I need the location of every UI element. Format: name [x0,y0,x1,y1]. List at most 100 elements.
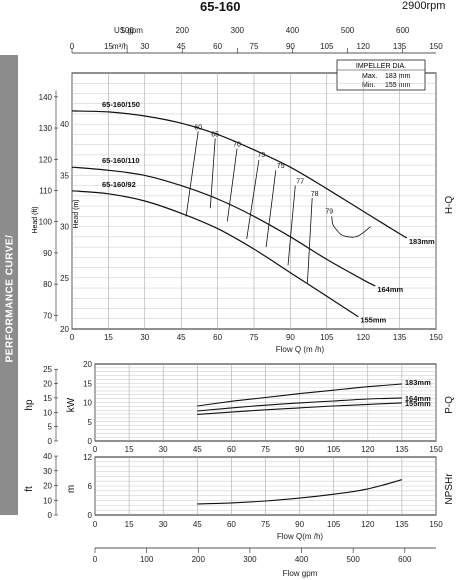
npshr-m-tick: 12 [83,453,92,462]
performance-curve-band: PERFORMANCE CURVE/ [0,55,18,515]
npshr-x-tick: 75 [261,520,270,529]
npshr-x-tick: 15 [125,520,134,529]
power-diameter-label: 155mm [405,399,431,408]
hq-x-tick: 120 [357,333,371,342]
top-usgpm-tick: 300 [231,26,245,35]
power-hp-label: hp [24,399,35,411]
efficiency-line [265,170,277,248]
top-m3h-tick: 15 [104,42,113,51]
bottom-gpm-tick: 200 [192,555,206,564]
bottom-gpm-tick: 400 [295,555,309,564]
hq-series-label: 65-160/92 [102,180,136,189]
hq-x-tick: 0 [70,333,75,342]
power-kw-tick: 10 [83,399,92,408]
npshr-ft-tick: 20 [43,482,52,491]
power-x-tick: 75 [261,445,270,454]
top-m3h-tick: 30 [140,42,149,51]
efficiency-label: 70 [233,142,241,149]
power-diameter-label: 164mm [405,394,431,403]
efficiency-label: 77 [296,179,304,186]
impeller-box-frame [336,59,426,91]
efficiency-line [307,197,313,283]
npshr-x-tick: 0 [93,520,98,529]
impeller-diameter-box: IMPELLER DIA. Max. 183 mm Min. 155 mm [336,59,426,91]
hq-side-label: H-Q [444,196,455,215]
head-ft-tick: 130 [39,124,53,133]
head-ft-tick: 90 [43,249,52,258]
top-m3h-tick: 60 [213,42,222,51]
power-hp-tick: 5 [48,423,53,432]
npshr-m-tick: 0 [88,511,93,520]
hq-x-tick: 135 [393,333,407,342]
hq-xlabel: Flow Q (m /h) [276,345,325,354]
npshr-x-tick: 90 [295,520,304,529]
efficiency-line [209,138,216,209]
npshr-ft-tick: 30 [43,467,52,476]
impeller-min-value: 155 mm [385,82,410,89]
efficiency-line [226,148,238,222]
npshr-ft-tick: 10 [43,496,52,505]
head-m-tick: 40 [60,120,69,129]
power-kw-tick: 5 [88,418,93,427]
impeller-box-title: IMPELLER DIA. [356,63,406,70]
top-usgpm-tick: 100 [120,26,134,35]
power-x-tick: 90 [295,445,304,454]
head-ft-tick: 80 [43,280,52,289]
npshr-x-tick: 60 [227,520,236,529]
power-x-tick: 30 [159,445,168,454]
impeller-max-label: Max. [362,73,377,80]
hq-x-tick: 60 [213,333,222,342]
efficiency-label: 65 [211,131,219,138]
impeller-max-value: 183 mm [385,73,410,80]
hq-curve [71,190,359,318]
hq-curve [71,110,408,239]
top-m3h-tick: 45 [177,42,186,51]
head-ft-tick: 140 [39,93,53,102]
power-hp-tick: 0 [48,437,53,446]
head-ft-tick: 110 [39,186,52,195]
hq-diameter-label: 183mm [409,237,435,246]
npshr-m-tick: 6 [88,482,93,491]
top-usgpm-tick: 400 [286,26,300,35]
efficiency-label: 79 [325,208,333,215]
bottom-gpm-tick: 300 [243,555,257,564]
top-usgpm-tick: 600 [396,26,410,35]
power-hp-tick: 10 [43,408,52,417]
top-m3h-tick: 90 [286,42,295,51]
power-x-tick: 105 [327,445,341,454]
hq-series-label: 65-160/110 [102,156,140,165]
npshr-ft-label: ft [24,486,35,492]
bottom-gpm-tick: 600 [398,555,412,564]
speed-label: 2900rpm [402,0,446,12]
hq-x-tick: 105 [320,333,334,342]
hq-curve [71,166,376,287]
npshr-ft-tick: 40 [43,452,52,461]
head-m-tick: 35 [60,171,69,180]
head-m-tick: 25 [60,274,69,283]
efficiency-label: 73 [257,152,265,159]
power-curve [197,397,402,412]
npshr-xlabel: Flow Q(m /h) [277,532,324,541]
hq-diameter-label: 155mm [360,316,386,325]
top-m3h-tick: 105 [320,42,334,51]
npshr-x-tick: 120 [361,520,375,529]
npshr-x-tick: 45 [193,520,202,529]
head-m-tick: 20 [60,325,69,334]
top-m3h-tick: 120 [357,42,371,51]
impeller-min-label: Min. [362,82,375,89]
npshr-side-label: NPSHr [444,473,455,505]
efficiency-line [185,131,199,217]
power-curve [197,402,402,415]
top-m3h-unit: m³/h [112,42,128,51]
top-usgpm-tick: 200 [176,26,190,35]
hq-x-tick: 15 [104,333,113,342]
top-m3h-tick: 0 [70,42,75,51]
npshr-m-label: m [66,485,77,493]
npshr-x-tick: 105 [327,520,341,529]
top-usgpm-tick: 500 [341,26,355,35]
top-m3h-tick: 150 [429,42,443,51]
top-m3h-tick: 135 [393,42,407,51]
efficiency-line [246,159,260,239]
efficiency-label: 60 [194,124,202,131]
power-x-tick: 60 [227,445,236,454]
